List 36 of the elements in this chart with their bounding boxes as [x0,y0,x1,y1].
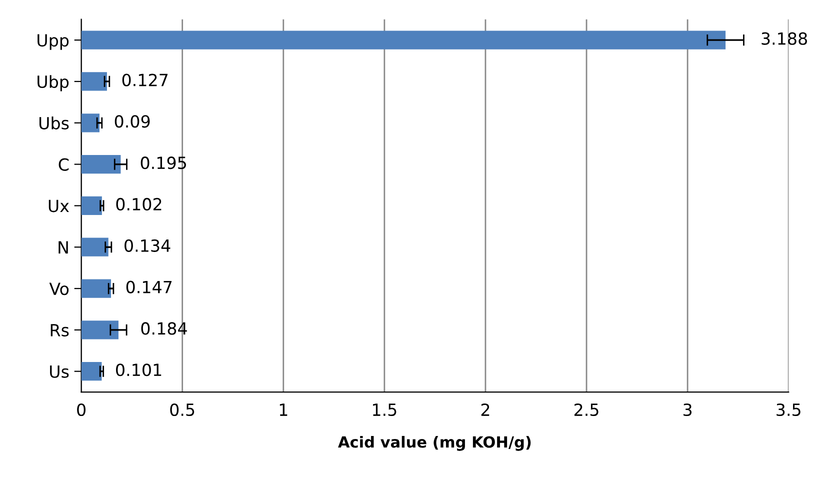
bar [81,154,121,174]
x-tick-label: 3 [684,403,692,416]
data-label: 0.127 [122,74,168,86]
bar [81,196,102,216]
data-label: 0.101 [116,364,162,376]
data-label: 0.147 [126,280,172,294]
y-tick-label: N [58,241,68,254]
y-tick-label: Vo [49,282,69,296]
data-label: 0.184 [141,322,187,335]
data-label: 0.102 [116,198,162,211]
x-axis-title: Acid value (mg KOH/g) [338,436,531,451]
data-label: 3.188 [762,32,807,45]
x-tick-label: 2 [481,403,490,416]
bar [81,72,107,91]
bar [81,238,108,256]
x-tick-label: 0.5 [170,403,194,416]
y-tick-label: Rs [50,324,69,336]
x-tick-label: 1.5 [373,404,396,416]
bar [81,320,118,340]
y-tick-label: Ubs [39,116,69,130]
bar [81,114,100,132]
y-tick-label: Ux [48,200,69,212]
data-label: 0.09 [114,115,150,128]
bar [81,279,112,298]
bar [81,362,102,381]
x-tick-label: 0 [77,403,86,416]
data-label: 0.195 [140,156,186,170]
x-tick-label: 3.5 [776,403,800,416]
y-tick-label: C [58,158,69,171]
y-tick-label: Us [50,366,69,378]
bar [81,30,726,50]
y-tick-label: Upp [38,34,69,50]
x-tick-label: 1 [280,404,288,416]
data-label: 0.134 [124,239,170,252]
y-tick-label: Ubp [38,75,69,92]
x-tick-label: 2.5 [574,403,598,416]
